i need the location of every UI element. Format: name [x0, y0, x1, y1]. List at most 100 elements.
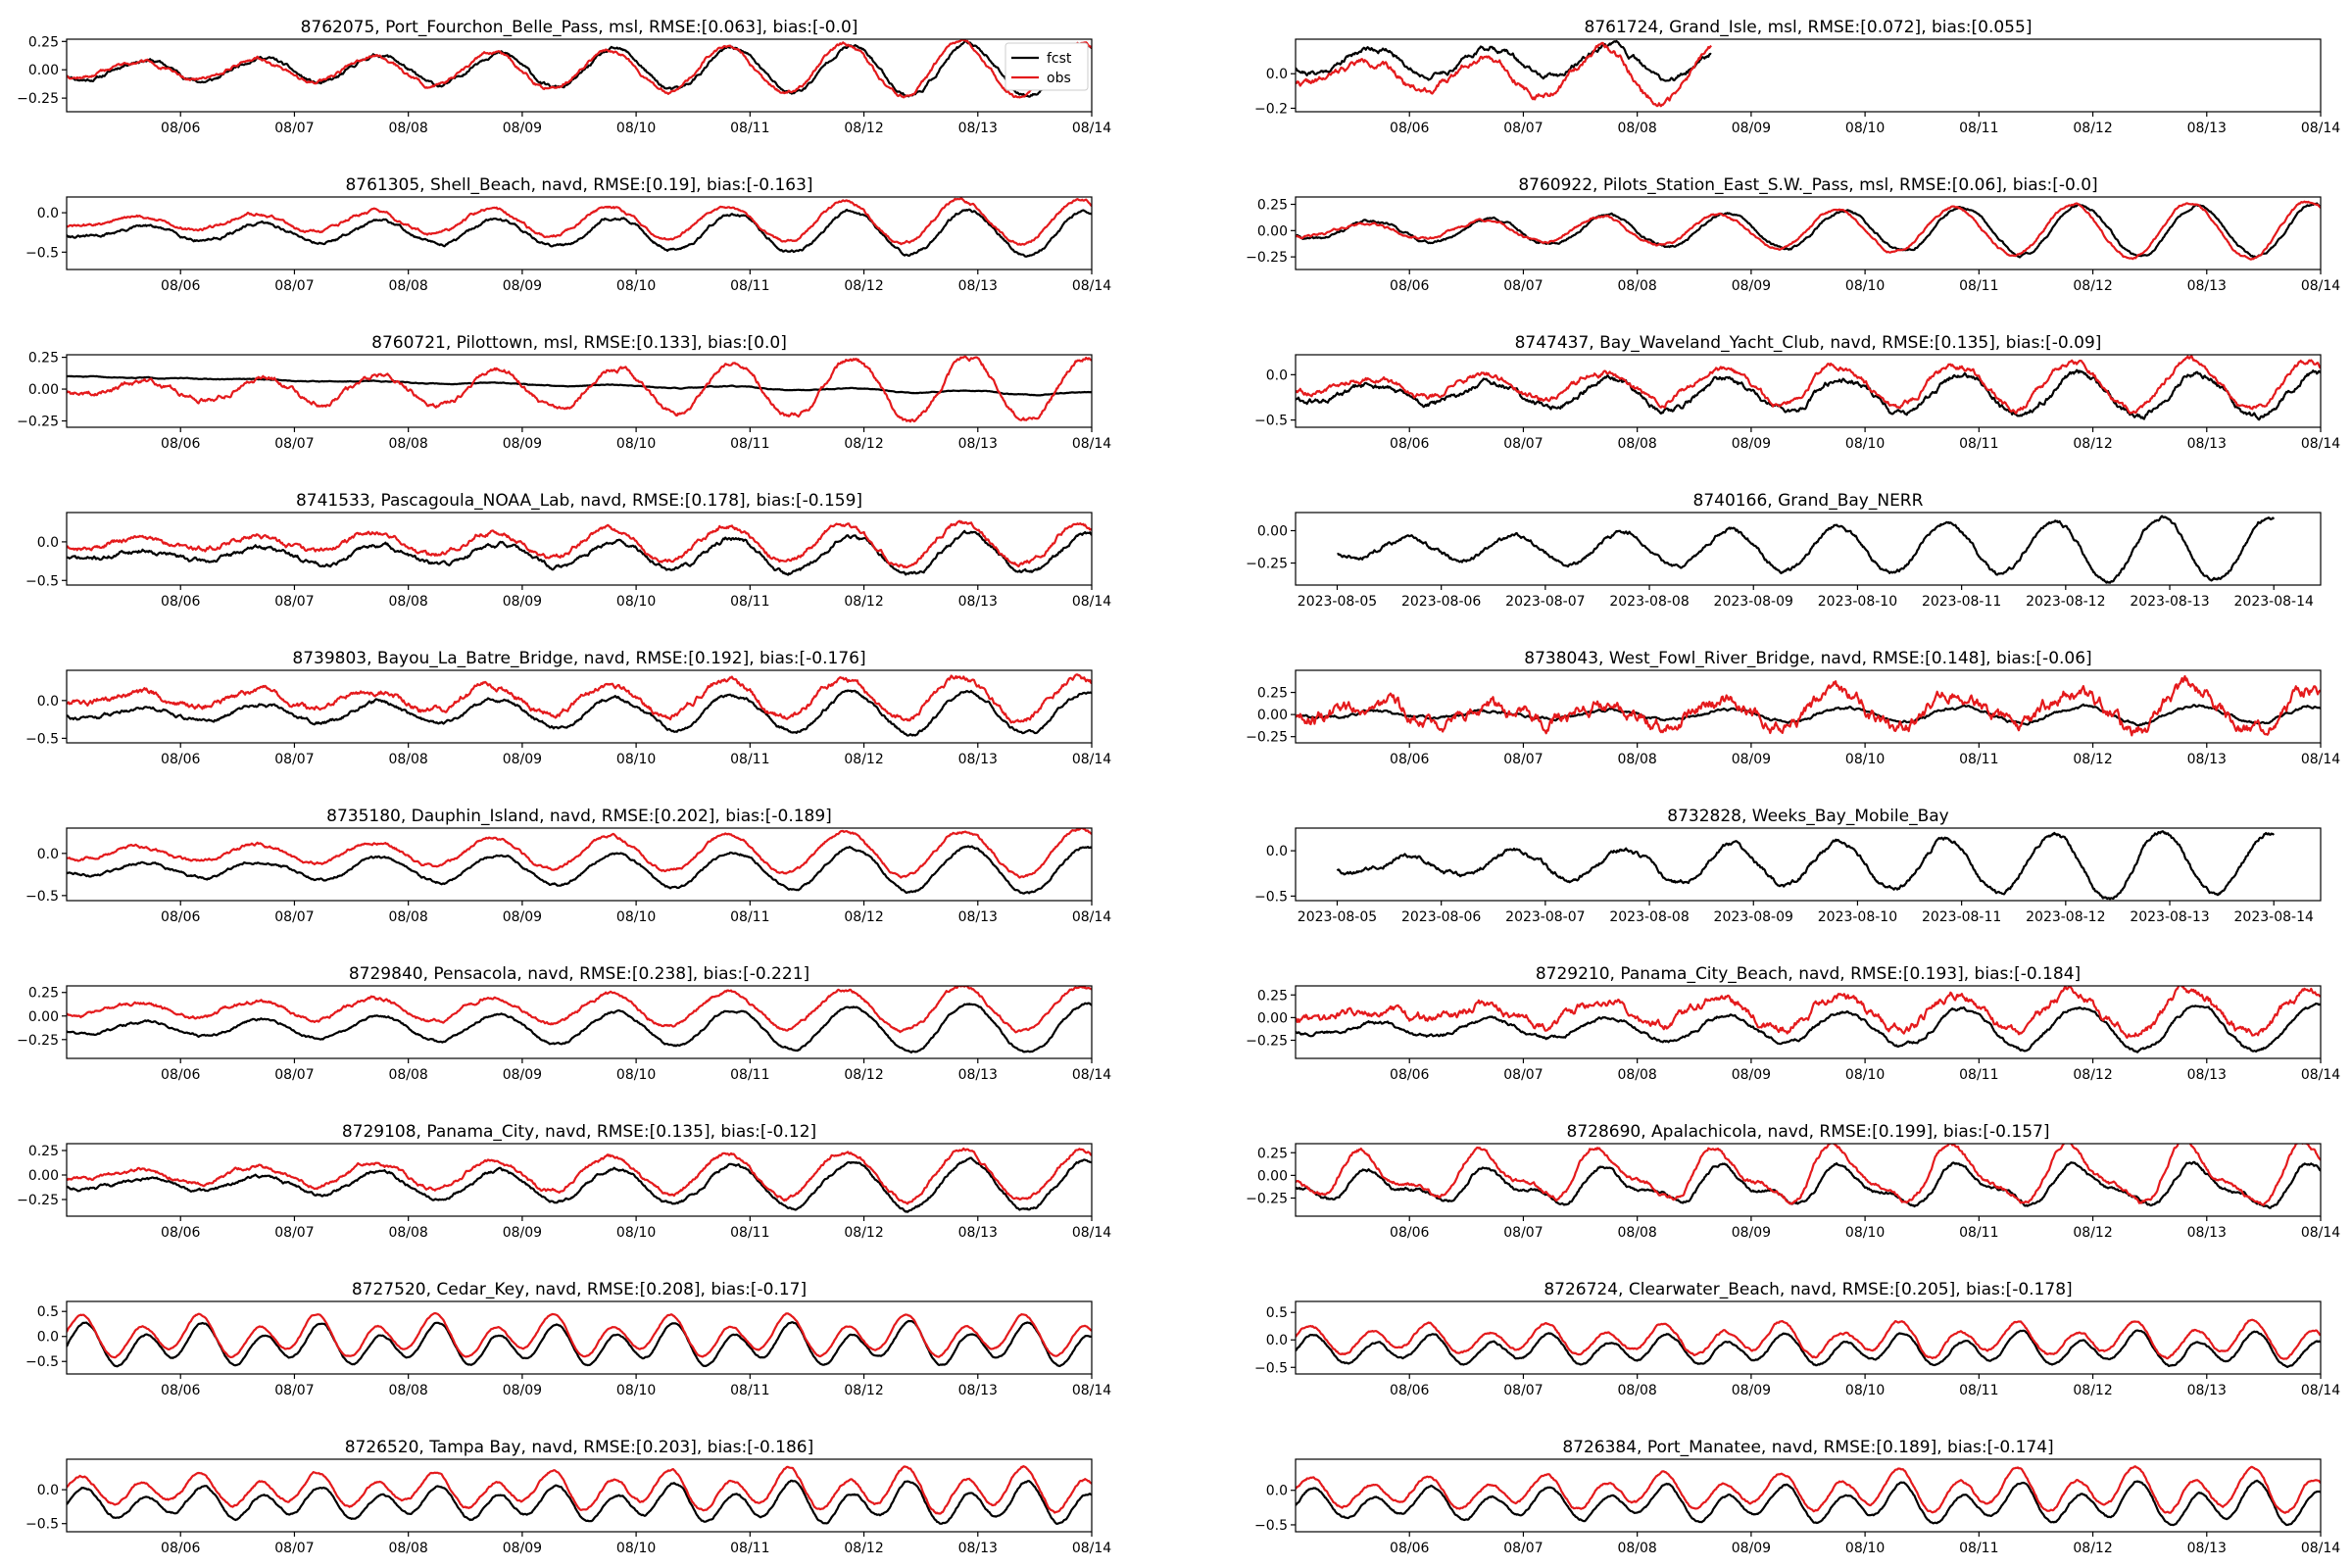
plot-frame	[66, 1300, 1093, 1375]
series-fcst-line	[67, 208, 1092, 258]
x-tick-label: 08/06	[161, 436, 200, 452]
x-tick-label: 08/13	[2187, 1067, 2227, 1083]
series-obs-line	[1296, 674, 2321, 737]
y-tick-label: 0.25	[28, 986, 59, 1002]
x-tick-label: 08/14	[1072, 909, 1111, 925]
plot-frame	[1295, 196, 2322, 270]
y-tick-label: −0.5	[25, 245, 59, 261]
series-obs-line	[1296, 200, 2321, 261]
series-fcst-line	[67, 1156, 1092, 1213]
legend: fcst obs	[1004, 42, 1089, 91]
plot-frame	[1295, 669, 2322, 744]
series-fcst-line	[1296, 202, 2321, 259]
x-tick-label: 08/12	[2073, 1541, 2112, 1556]
series-fcst-line	[1337, 514, 2276, 584]
y-tick-label: 0.0	[1266, 67, 1288, 82]
x-tick-label: 08/11	[1959, 1383, 1998, 1398]
plot-frame	[1295, 1300, 2322, 1375]
y-tick-label: 0.25	[1257, 686, 1288, 702]
y-tick-label: −0.25	[1246, 730, 1288, 746]
subplot-17: 8726724, Clearwater_Beach, navd, RMSE:[0…	[1254, 1280, 2340, 1398]
x-tick-label: 08/08	[1617, 121, 1656, 136]
y-tick-label: 0.5	[37, 1304, 59, 1320]
x-tick-label: 08/11	[730, 436, 769, 452]
x-tick-label: 08/08	[1617, 752, 1656, 767]
x-tick-label: 08/13	[2187, 121, 2227, 136]
x-tick-label: 08/09	[1732, 1225, 1771, 1241]
subplot-19: 8726384, Port_Manatee, navd, RMSE:[0.189…	[1254, 1438, 2340, 1556]
x-tick-label: 08/06	[1390, 1225, 1429, 1241]
x-tick-label: 08/14	[2301, 1383, 2340, 1398]
x-tick-label: 08/13	[2187, 1383, 2227, 1398]
y-tick-label: −0.5	[25, 573, 59, 589]
series-fcst-line	[67, 689, 1092, 737]
x-tick-label: 08/12	[844, 909, 883, 925]
x-tick-label: 08/06	[1390, 1541, 1429, 1556]
x-tick-label: 08/08	[388, 1225, 427, 1241]
y-tick-label: 0.0	[37, 847, 59, 862]
x-tick-label: 2023-08-10	[1818, 594, 1897, 610]
x-tick-label: 08/09	[503, 278, 542, 294]
x-tick-label: 08/07	[274, 278, 314, 294]
x-tick-label: 08/14	[2301, 752, 2340, 767]
y-tick-label: 0.0	[1266, 1333, 1288, 1348]
x-tick-label: 08/14	[1072, 278, 1111, 294]
plot-frame	[66, 512, 1093, 586]
series-fcst-line	[1336, 830, 2276, 901]
x-tick-label: 08/09	[1732, 121, 1771, 136]
subplot-1: 8761724, Grand_Isle, msl, RMSE:[0.072], …	[1254, 18, 2340, 136]
x-tick-label: 2023-08-12	[2026, 594, 2105, 610]
subplot-3: 8760922, Pilots_Station_East_S.W._Pass, …	[1246, 175, 2340, 294]
x-tick-label: 08/07	[1503, 1225, 1543, 1241]
x-tick-label: 08/10	[1845, 278, 1885, 294]
subplot-4: 8760721, Pilottown, msl, RMSE:[0.133], b…	[17, 333, 1111, 452]
y-tick-label: −0.25	[17, 91, 59, 107]
x-tick-label: 2023-08-13	[2130, 909, 2209, 925]
x-tick-label: 08/12	[844, 436, 883, 452]
subplot-15: 8728690, Apalachicola, navd, RMSE:[0.199…	[1246, 1122, 2340, 1241]
x-tick-label: 08/11	[730, 278, 769, 294]
x-tick-label: 2023-08-11	[1922, 594, 2001, 610]
y-tick-label: 0.25	[1257, 1146, 1288, 1161]
x-tick-label: 08/10	[1845, 436, 1885, 452]
x-tick-label: 2023-08-08	[1609, 594, 1689, 610]
series-fcst-line	[1296, 1479, 2321, 1527]
x-tick-label: 08/14	[2301, 278, 2340, 294]
x-tick-label: 08/07	[274, 594, 314, 610]
x-tick-label: 08/13	[958, 594, 998, 610]
y-tick-label: −0.25	[17, 1193, 59, 1208]
y-tick-label: 0.00	[28, 1168, 59, 1184]
subplot-title: 8760721, Pilottown, msl, RMSE:[0.133], b…	[371, 333, 787, 353]
x-tick-label: 08/07	[274, 436, 314, 452]
series-fcst-line	[1296, 703, 2321, 727]
x-tick-label: 08/12	[2073, 1225, 2112, 1241]
x-tick-label: 08/13	[958, 121, 998, 136]
x-tick-label: 08/07	[1503, 1383, 1543, 1398]
series-obs-line	[67, 355, 1092, 423]
x-tick-label: 08/11	[730, 752, 769, 767]
y-tick-label: −0.5	[25, 1354, 59, 1370]
legend-obs-label: obs	[1047, 71, 1071, 86]
series-obs-line	[1296, 355, 2321, 415]
y-tick-label: 0.00	[28, 382, 59, 398]
x-tick-label: 2023-08-12	[2026, 909, 2105, 925]
y-tick-label: −0.2	[1254, 101, 1288, 117]
x-tick-label: 08/11	[1959, 121, 1998, 136]
subplot-title: 8761305, Shell_Beach, navd, RMSE:[0.19],…	[345, 175, 812, 195]
y-tick-label: 0.0	[37, 1483, 59, 1498]
x-tick-label: 08/07	[274, 752, 314, 767]
plot-frame	[1295, 512, 2322, 586]
x-tick-label: 08/10	[1845, 1225, 1885, 1241]
subplot-6: 8741533, Pascagoula_NOAA_Lab, navd, RMSE…	[25, 491, 1111, 610]
subplot-title: 8735180, Dauphin_Island, navd, RMSE:[0.2…	[326, 807, 832, 826]
x-tick-label: 08/14	[1072, 1383, 1111, 1398]
y-tick-label: −0.5	[1254, 414, 1288, 429]
x-tick-label: 08/10	[616, 909, 656, 925]
x-tick-label: 08/08	[388, 594, 427, 610]
subplot-title: 8738043, West_Fowl_River_Bridge, navd, R…	[1524, 649, 2091, 668]
x-tick-label: 08/10	[616, 436, 656, 452]
x-tick-label: 08/08	[1617, 1225, 1656, 1241]
x-tick-label: 08/10	[616, 1225, 656, 1241]
subplot-title: 8728690, Apalachicola, navd, RMSE:[0.199…	[1567, 1122, 2050, 1142]
y-tick-label: 0.00	[1257, 1168, 1288, 1184]
